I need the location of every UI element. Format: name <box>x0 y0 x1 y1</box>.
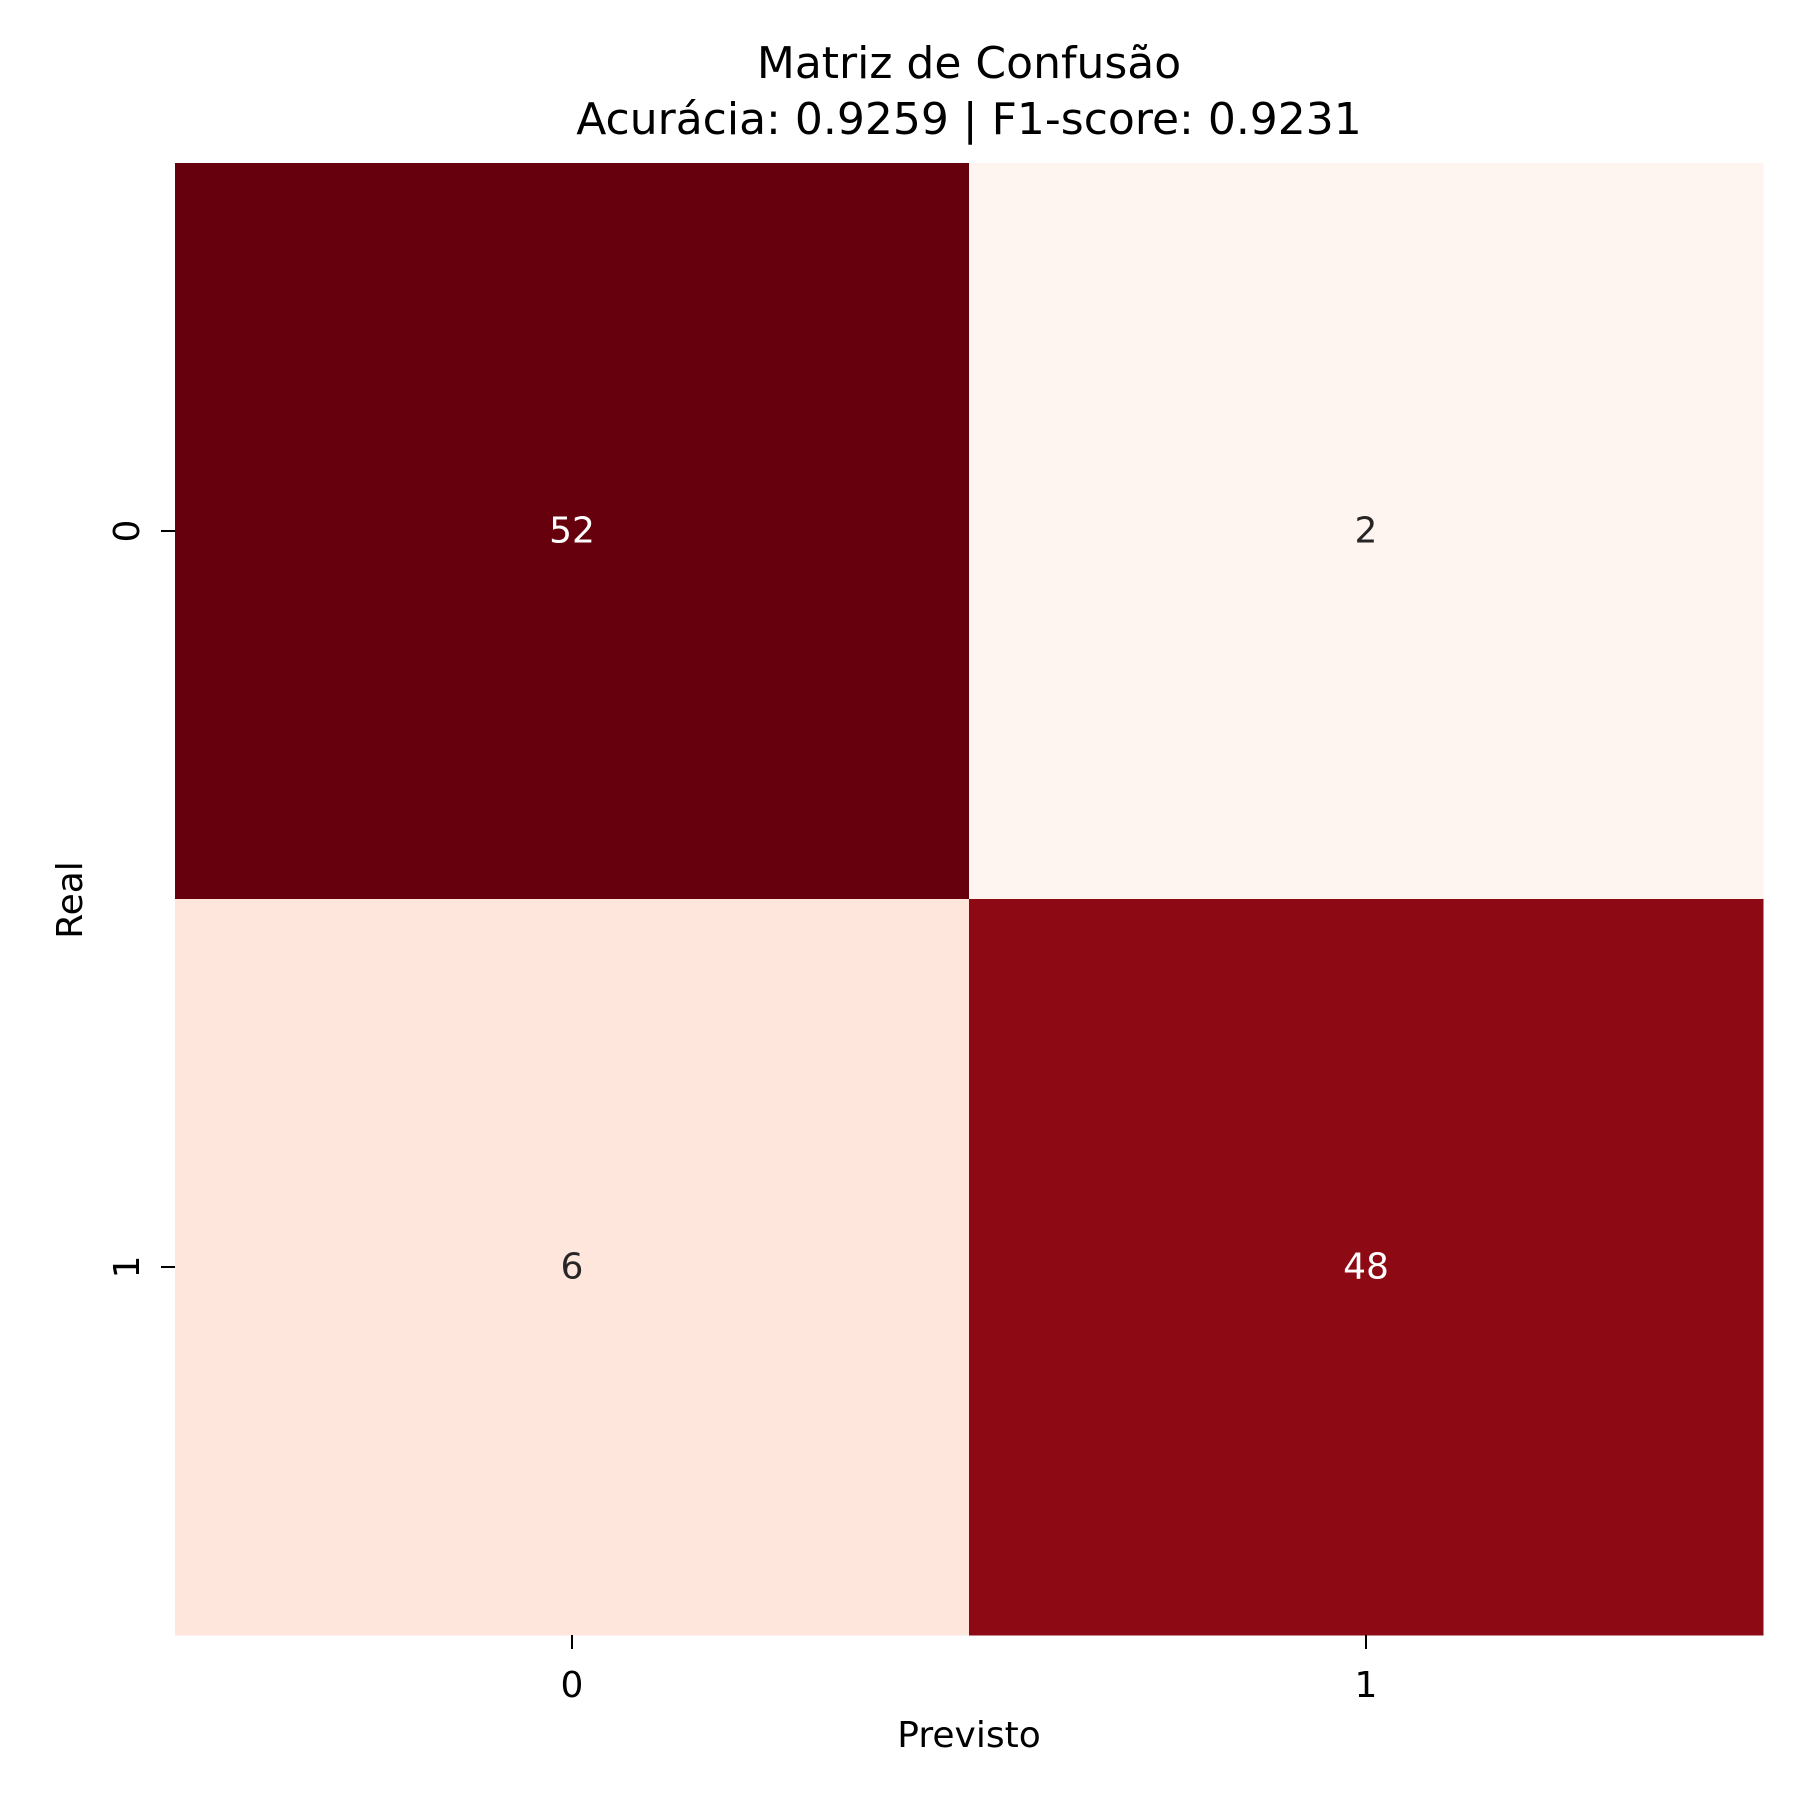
cell-value-r1-c0: 6 <box>561 1247 584 1288</box>
heatmap-cell-r1-c1 <box>969 899 1764 1636</box>
chart-title: Matriz de Confusão <box>757 38 1181 89</box>
heatmap-cell-r1-c0 <box>175 899 970 1636</box>
y-axis: 01 <box>107 520 175 1279</box>
chart-subtitle: Acurácia: 0.9259 | F1-score: 0.9231 <box>576 94 1362 145</box>
cell-value-r0-c0: 52 <box>549 511 595 552</box>
heatmap-cells <box>175 163 1764 1636</box>
y-tick-label: 1 <box>107 1256 148 1279</box>
y-tick-label: 0 <box>107 520 148 543</box>
heatmap-cell-r0-c0 <box>175 163 970 900</box>
x-tick-label: 1 <box>1355 1665 1378 1706</box>
x-tick-label: 0 <box>561 1665 584 1706</box>
cell-value-r0-c1: 2 <box>1355 511 1378 552</box>
heatmap-cell-r0-c1 <box>969 163 1764 900</box>
y-axis-label: Real <box>50 861 91 939</box>
cell-annotations: 52 2 6 48 <box>549 511 1389 1288</box>
x-axis-label: Previsto <box>897 1715 1040 1756</box>
cell-value-r1-c1: 48 <box>1343 1247 1389 1288</box>
